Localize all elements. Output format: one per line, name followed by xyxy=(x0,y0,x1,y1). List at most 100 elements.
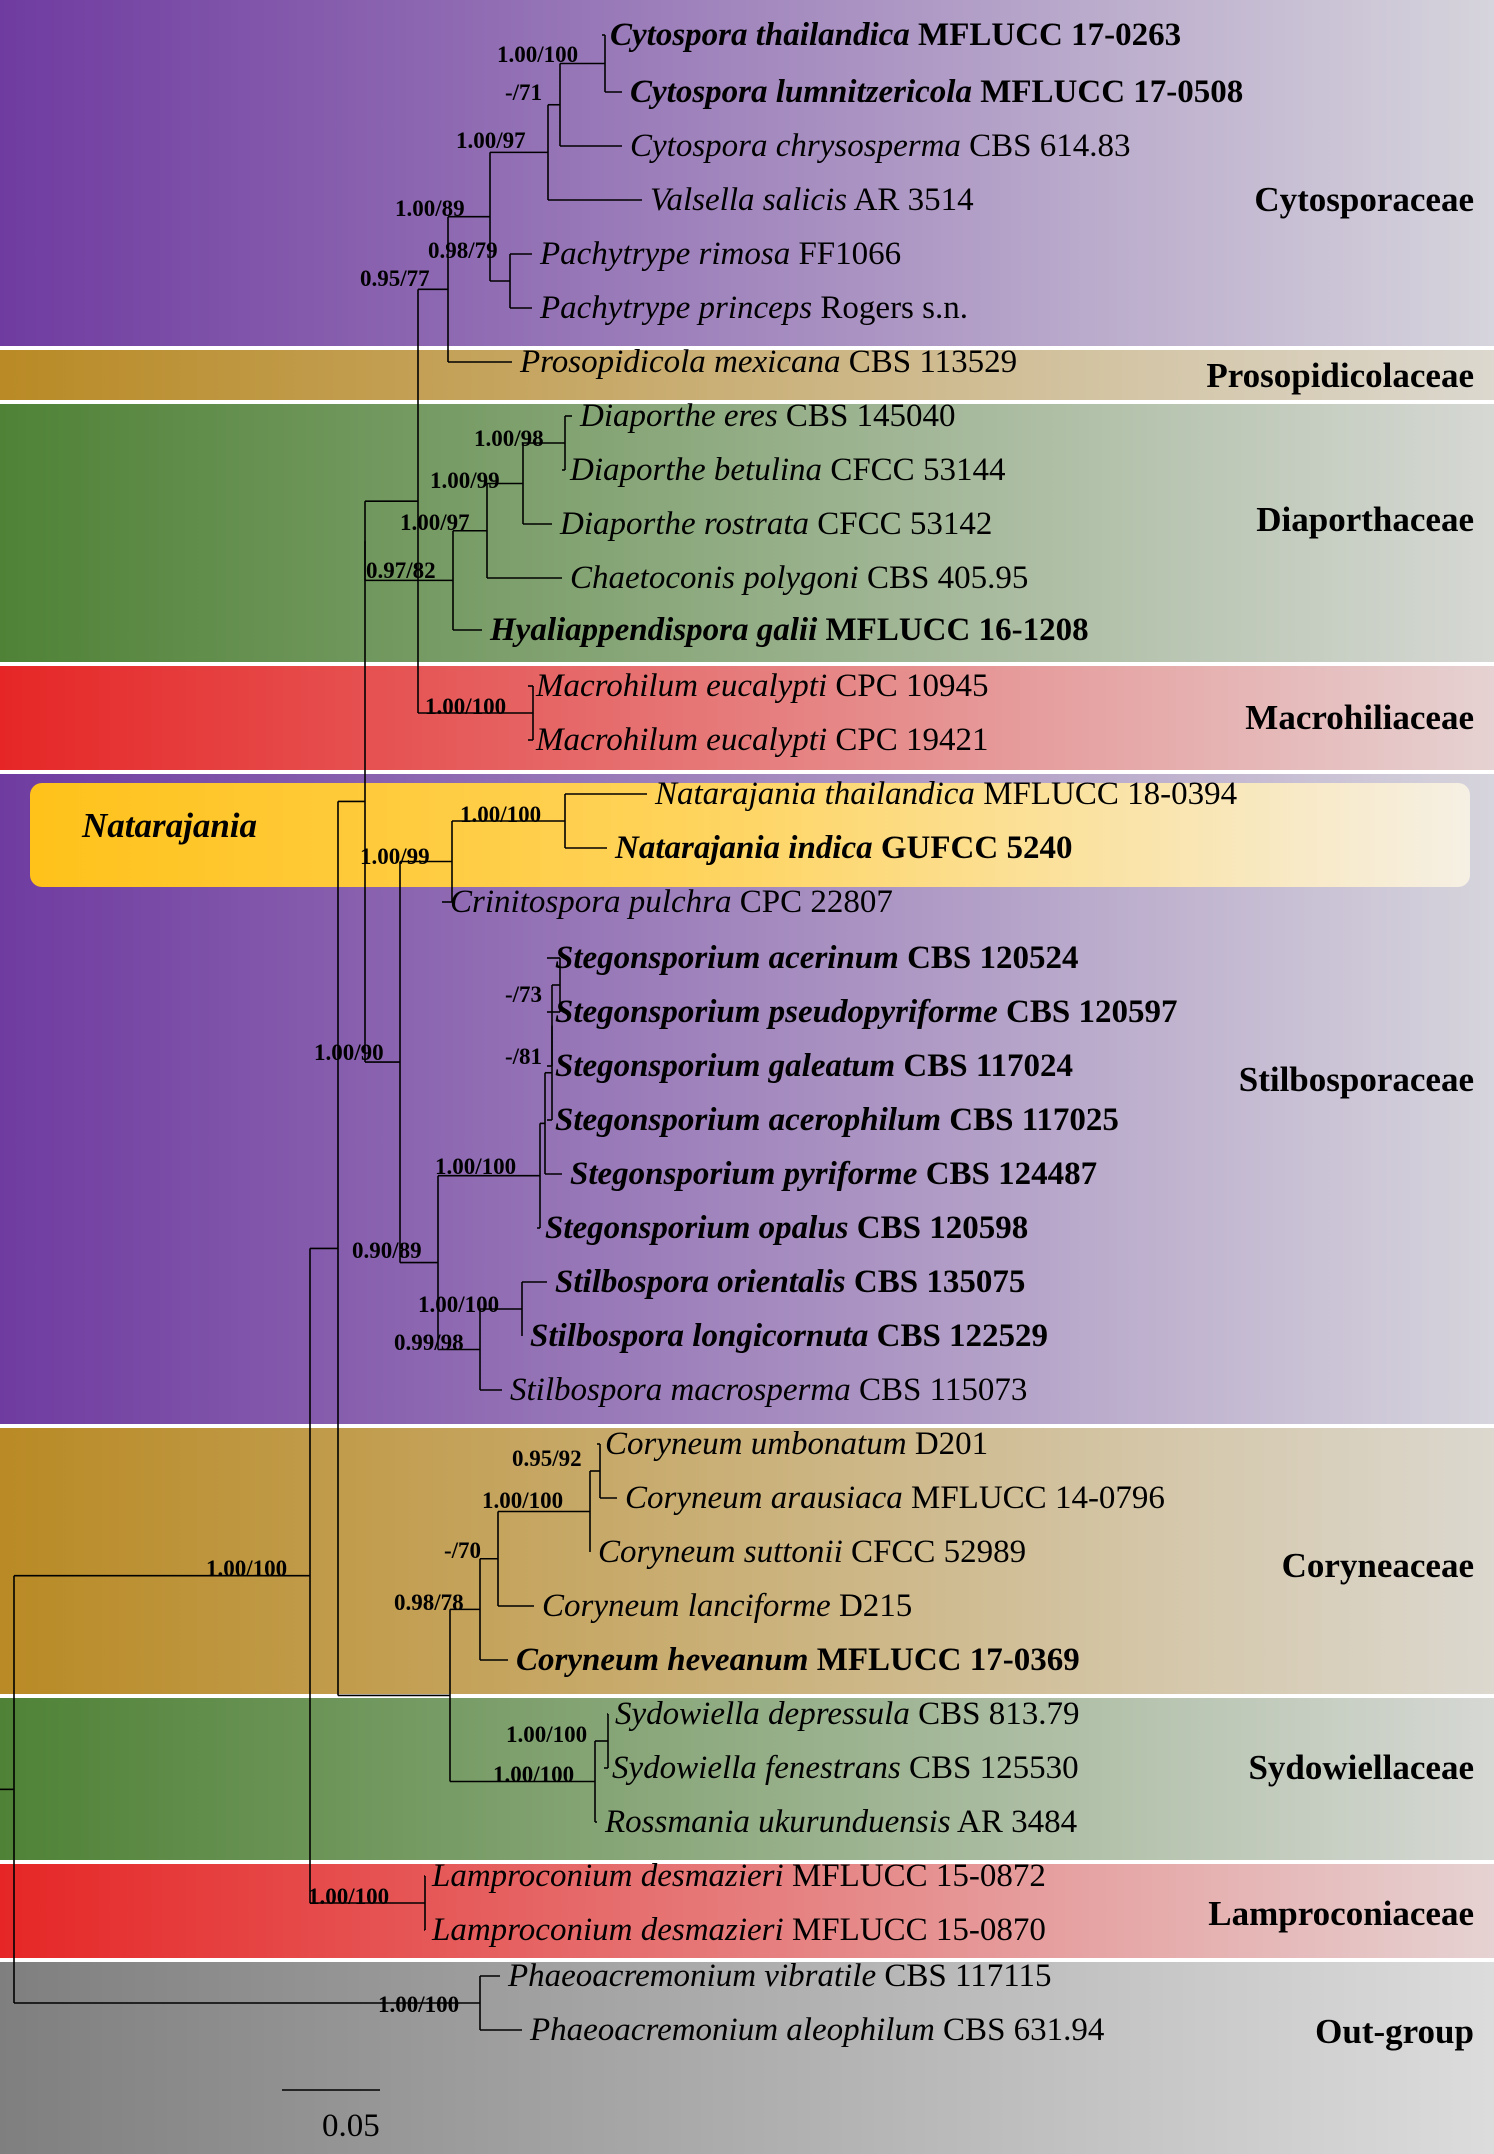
taxon-strain-code: CPC 10945 xyxy=(827,668,988,704)
family-label-coryneaceae: Coryneaceae xyxy=(1281,1546,1474,1585)
taxon-label: Coryneum heveanum MFLUCC 17-0369 xyxy=(516,1642,1080,1678)
taxon-species-name: Pachytrype princeps xyxy=(539,290,812,326)
taxon-strain-code: CBS 135075 xyxy=(846,1264,1026,1300)
taxon-label: Coryneum suttonii CFCC 52989 xyxy=(598,1534,1026,1570)
taxon-label: Prosopidicola mexicana CBS 113529 xyxy=(519,344,1017,380)
taxon-strain-code: CBS 614.83 xyxy=(961,128,1131,164)
taxon-strain-code: CBS 405.95 xyxy=(859,560,1029,596)
support-value: 1.00/100 xyxy=(435,1154,516,1179)
support-value: 0.98/79 xyxy=(428,238,498,263)
taxon-species-name: Phaeoacremonium vibratile xyxy=(507,1958,876,1994)
taxon-species-name: Cytospora lumnitzericola xyxy=(630,74,972,110)
taxon-label: Macrohilum eucalypti CPC 10945 xyxy=(535,668,989,704)
taxon-label: Sydowiella fenestrans CBS 125530 xyxy=(612,1750,1079,1786)
taxon-label: Stilbospora macrosperma CBS 115073 xyxy=(510,1372,1027,1408)
taxon-species-name: Rossmania ukurunduensis xyxy=(604,1804,951,1840)
taxon-strain-code: MFLUCC 14-0796 xyxy=(903,1480,1165,1516)
taxon-label: Stegonsporium pyriforme CBS 124487 xyxy=(570,1156,1097,1192)
taxon-strain-code: CBS 120597 xyxy=(998,994,1178,1030)
taxon-strain-code: CFCC 53144 xyxy=(822,452,1005,488)
taxon-label: Lamproconium desmazieri MFLUCC 15-0872 xyxy=(431,1858,1046,1894)
taxon-label: Coryneum lanciforme D215 xyxy=(542,1588,912,1624)
support-value: 0.95/92 xyxy=(512,1446,582,1471)
support-value: -/71 xyxy=(505,80,542,105)
taxon-label: Crinitospora pulchra CPC 22807 xyxy=(450,884,893,920)
support-value: 1.00/100 xyxy=(308,1884,389,1909)
taxon-strain-code: AR 3514 xyxy=(847,182,974,218)
taxon-species-name: Hyaliappendispora galii xyxy=(489,612,818,648)
taxon-strain-code: CBS 120598 xyxy=(849,1210,1029,1246)
taxon-species-name: Sydowiella depressula xyxy=(615,1696,910,1732)
support-value: 1.00/100 xyxy=(497,42,578,67)
taxon-label: Rossmania ukurunduensis AR 3484 xyxy=(604,1804,1077,1840)
taxon-species-name: Stilbospora orientalis xyxy=(555,1264,846,1300)
taxon-label: Cytospora lumnitzericola MFLUCC 17-0508 xyxy=(630,74,1243,110)
taxon-label: Phaeoacremonium aleophilum CBS 631.94 xyxy=(529,2012,1104,2048)
taxon-label: Macrohilum eucalypti CPC 19421 xyxy=(535,722,989,758)
support-value: 1.00/90 xyxy=(314,1040,384,1065)
support-value: 1.00/100 xyxy=(425,694,506,719)
support-value: 1.00/97 xyxy=(400,510,470,535)
band-outgroup xyxy=(0,1962,1494,2154)
taxon-label: Stegonsporium pseudopyriforme CBS 120597 xyxy=(555,994,1178,1030)
taxon-strain-code: CBS 117025 xyxy=(941,1102,1119,1138)
taxon-species-name: Stegonsporium acerinum xyxy=(555,940,899,976)
support-value: 1.00/100 xyxy=(506,1722,587,1747)
support-value: 1.00/98 xyxy=(474,426,544,451)
taxon-species-name: Macrohilum eucalypti xyxy=(535,668,827,704)
taxon-species-name: Coryneum heveanum xyxy=(516,1642,808,1678)
taxon-species-name: Pachytrype rimosa xyxy=(539,236,790,272)
taxon-strain-code: CBS 145040 xyxy=(778,398,956,434)
taxon-strain-code: CBS 117115 xyxy=(876,1958,1051,1994)
taxon-strain-code: Rogers s.n. xyxy=(812,290,968,326)
taxon-strain-code: MFLUCC 16-1208 xyxy=(817,612,1088,648)
taxon-label: Sydowiella depressula CBS 813.79 xyxy=(615,1696,1079,1732)
natarajania-highlight-box xyxy=(30,783,1470,887)
taxon-strain-code: CFCC 52989 xyxy=(843,1534,1026,1570)
taxon-label: Chaetoconis polygoni CBS 405.95 xyxy=(570,560,1028,596)
taxon-strain-code: CPC 19421 xyxy=(827,722,988,758)
taxon-strain-code: CBS 120524 xyxy=(899,940,1079,976)
taxon-species-name: Natarajania indica xyxy=(614,830,873,866)
taxon-species-name: Phaeoacremonium aleophilum xyxy=(529,2012,935,2048)
taxon-species-name: Coryneum suttonii xyxy=(598,1534,843,1570)
taxon-strain-code: CPC 22807 xyxy=(731,884,892,920)
taxon-label: Hyaliappendispora galii MFLUCC 16-1208 xyxy=(489,612,1089,648)
taxon-species-name: Stegonsporium galeatum xyxy=(555,1048,895,1084)
taxon-species-name: Stegonsporium pyriforme xyxy=(570,1156,917,1192)
taxon-strain-code: CBS 813.79 xyxy=(910,1696,1080,1732)
taxon-strain-code: CBS 631.94 xyxy=(935,2012,1105,2048)
taxon-species-name: Stegonsporium acerophilum xyxy=(555,1102,941,1138)
taxon-label: Coryneum arausiaca MFLUCC 14-0796 xyxy=(625,1480,1165,1516)
taxon-label: Diaporthe betulina CFCC 53144 xyxy=(569,452,1005,488)
taxon-species-name: Cytospora thailandica xyxy=(610,17,910,53)
taxon-label: Stilbospora orientalis CBS 135075 xyxy=(555,1264,1025,1300)
support-value: 1.00/100 xyxy=(206,1556,287,1581)
support-value: 1.00/100 xyxy=(493,1762,574,1787)
taxon-label: Cytospora thailandica MFLUCC 17-0263 xyxy=(610,17,1181,53)
taxon-species-name: Coryneum umbonatum xyxy=(605,1426,907,1462)
taxon-strain-code: CBS 122529 xyxy=(868,1318,1048,1354)
band-macrohiliaceae xyxy=(0,666,1494,770)
taxon-label: Diaporthe rostrata CFCC 53142 xyxy=(559,506,992,542)
taxon-strain-code: CBS 115073 xyxy=(851,1372,1028,1408)
taxon-label: Stegonsporium acerophilum CBS 117025 xyxy=(555,1102,1119,1138)
taxon-species-name: Sydowiella fenestrans xyxy=(612,1750,901,1786)
taxon-label: Valsella salicis AR 3514 xyxy=(650,182,974,218)
taxon-label: Cytospora chrysosperma CBS 614.83 xyxy=(630,128,1131,164)
taxon-species-name: Natarajania thailandica xyxy=(654,776,975,812)
family-label-prosopidicolaceae: Prosopidicolaceae xyxy=(1206,356,1474,395)
taxon-strain-code: GUFCC 5240 xyxy=(873,830,1073,866)
band-cytosporaceae xyxy=(0,0,1494,346)
taxon-strain-code: CFCC 53142 xyxy=(809,506,992,542)
band-coryneaceae xyxy=(0,1428,1494,1694)
family-label-outgroup: Out-group xyxy=(1315,2012,1474,2051)
taxon-label: Natarajania thailandica MFLUCC 18-0394 xyxy=(654,776,1237,812)
family-label-lamproconiaceae: Lamproconiaceae xyxy=(1208,1894,1474,1933)
support-value: -/81 xyxy=(505,1044,542,1069)
taxon-strain-code: MFLUCC 18-0394 xyxy=(975,776,1237,812)
support-value: -/73 xyxy=(505,982,542,1007)
taxon-strain-code: MFLUCC 17-0263 xyxy=(910,17,1181,53)
